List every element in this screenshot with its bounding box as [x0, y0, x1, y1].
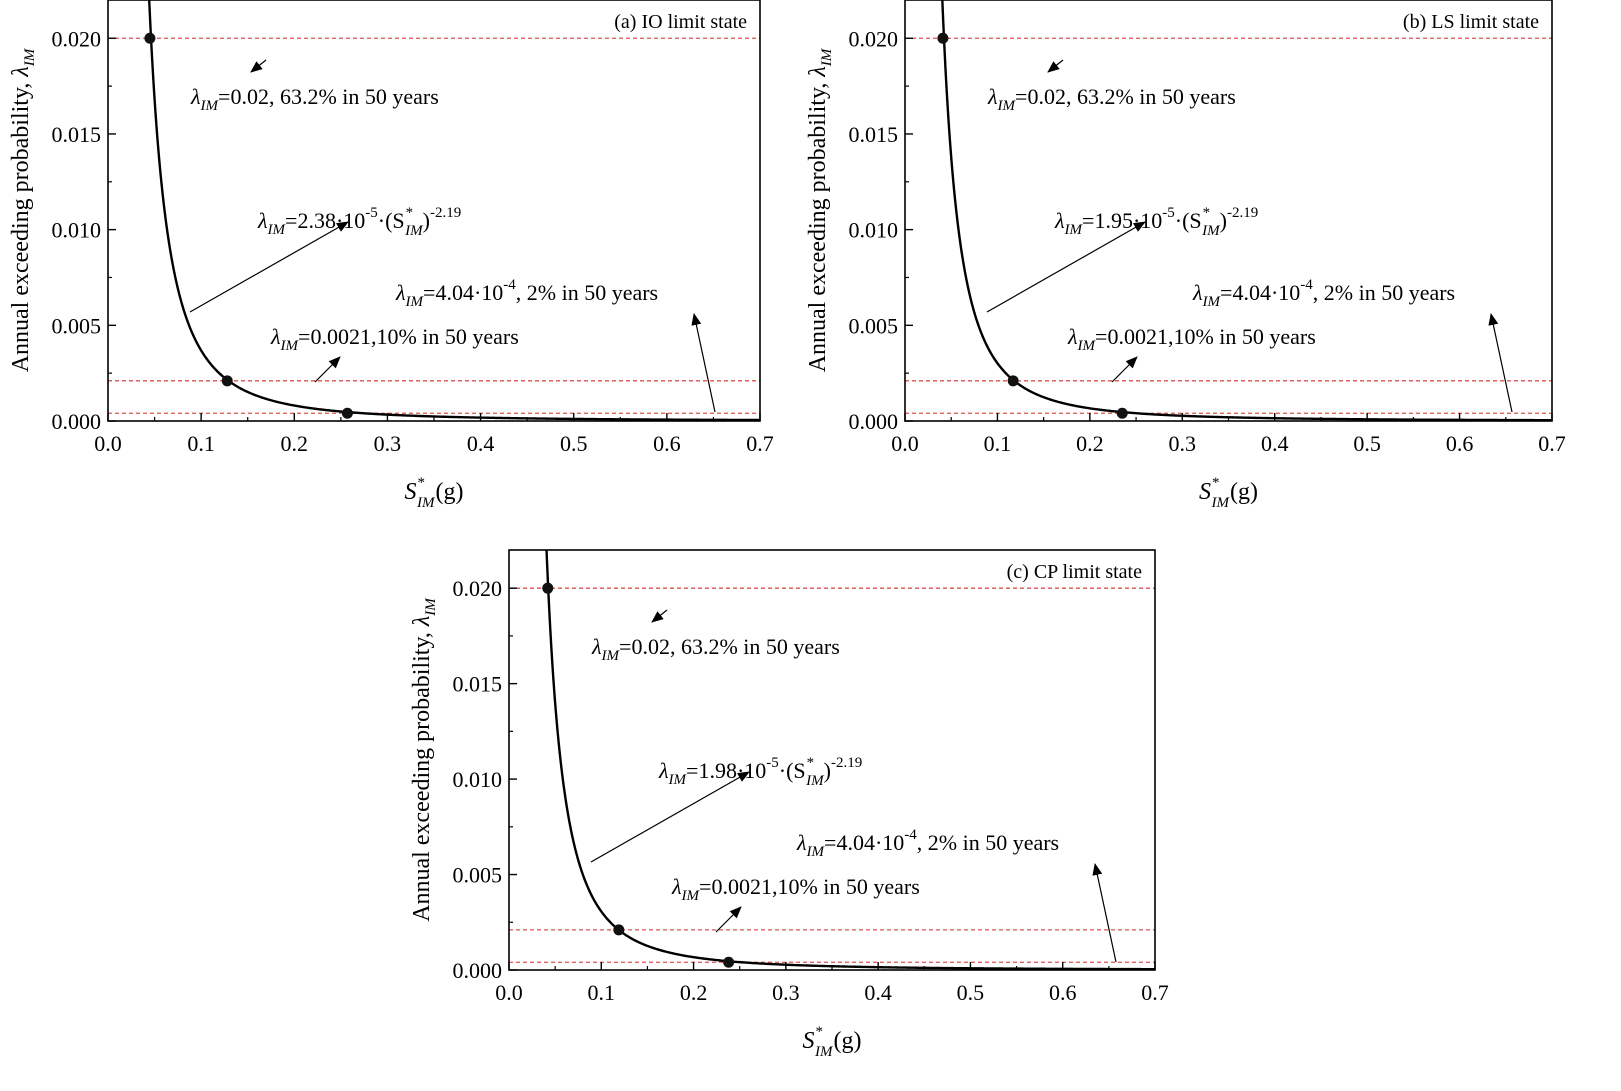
x-tick-label: 0.2: [1076, 431, 1104, 456]
annotation-arrow: [1092, 863, 1117, 963]
hazard-curve: [941, 0, 1552, 421]
y-tick-label: 0.000: [52, 409, 102, 434]
y-tick-label: 0.010: [849, 218, 899, 243]
annotation-0-02: λIM=0.02, 63.2% in 50 years: [987, 84, 1236, 114]
y-tick-label: 0.015: [52, 122, 102, 147]
x-tick-label: 0.1: [187, 431, 215, 456]
y-tick-label: 0.020: [453, 576, 503, 601]
x-tick-label: 0.3: [374, 431, 402, 456]
x-tick-label: 0.7: [1141, 980, 1169, 1005]
hazard-curve: [545, 550, 1155, 970]
annotation-arrow: [691, 313, 716, 413]
y-tick-label: 0.000: [849, 409, 899, 434]
annotation-0-0021: λIM=0.0021,10% in 50 years: [671, 874, 920, 904]
annotation-arrow: [651, 609, 668, 623]
annotation-arrow: [314, 356, 341, 383]
data-point: [1007, 375, 1019, 387]
y-axis-title: Annual exceeding probability, λIM: [8, 47, 38, 372]
x-tick-label: 0.6: [653, 431, 681, 456]
x-tick-label: 0.5: [560, 431, 588, 456]
data-point: [221, 375, 233, 387]
chart-panel-1: 0.0 0.1 0.2 0.3 0.4 0.5 0.6 0.7 0.000 0.005 0.010 0…: [8, 0, 774, 511]
annotation-4-04e-4: λIM=4.04·10-4, 2% in 50 years: [796, 827, 1059, 860]
y-tick-label: 0.010: [52, 218, 102, 243]
y-tick-label: 0.020: [849, 26, 899, 51]
x-tick-label: 0.0: [94, 431, 122, 456]
x-tick-label: 0.7: [746, 431, 774, 456]
panel-label: (c) CP limit state: [1007, 561, 1142, 583]
x-tick-label: 0.3: [772, 980, 800, 1005]
annotation-0-0021: λIM=0.0021,10% in 50 years: [1067, 324, 1316, 354]
x-axis-title: S* IM(g): [405, 475, 464, 511]
x-axis-title: S* IM(g): [803, 1024, 862, 1060]
panel-label: (b) LS limit state: [1403, 11, 1539, 33]
chart-panel-2: 0.0 0.1 0.2 0.3 0.4 0.5 0.6 0.7 0.000 0.005 0.010 0…: [805, 0, 1566, 511]
annotation-arrow: [189, 221, 349, 313]
data-point: [144, 32, 156, 44]
annotation-arrow: [250, 59, 267, 73]
data-point: [937, 32, 949, 44]
x-tick-label: 0.0: [495, 980, 523, 1005]
x-tick-label: 0.6: [1446, 431, 1474, 456]
annotation-equation: λIM=2.38·10-5·(S* IM)-2.19: [257, 205, 461, 239]
chart-panel-3: 0.0 0.1 0.2 0.3 0.4 0.5 0.6 0.7 0.000 0.005 0.010 0…: [409, 549, 1169, 1060]
data-point: [1116, 407, 1128, 419]
y-tick-label: 0.005: [453, 863, 503, 888]
y-axis-title: Annual exceeding probability, λIM: [805, 47, 835, 372]
data-point: [723, 956, 735, 968]
x-tick-label: 0.2: [680, 980, 708, 1005]
x-tick-label: 0.4: [1261, 431, 1289, 456]
x-tick-label: 0.0: [891, 431, 919, 456]
data-point: [542, 582, 554, 594]
y-tick-label: 0.005: [52, 313, 102, 338]
y-axis-title: Annual exceeding probability, λIM: [409, 597, 439, 922]
x-tick-label: 0.5: [957, 980, 985, 1005]
annotation-equation: λIM=1.95·10-5·(S* IM)-2.19: [1054, 205, 1258, 239]
data-point: [341, 407, 353, 419]
annotation-4-04e-4: λIM=4.04·10-4, 2% in 50 years: [1192, 277, 1455, 310]
annotation-arrow: [1047, 59, 1064, 73]
annotation-arrow: [1111, 356, 1138, 383]
data-point: [613, 924, 625, 936]
annotation-arrow: [986, 221, 1146, 313]
y-tick-label: 0.000: [453, 958, 503, 983]
x-tick-label: 0.4: [864, 980, 892, 1005]
annotation-0-0021: λIM=0.0021,10% in 50 years: [270, 324, 519, 354]
y-tick-label: 0.010: [453, 767, 503, 792]
x-tick-label: 0.4: [467, 431, 495, 456]
annotation-arrow: [1488, 313, 1513, 413]
panel-label: (a) IO limit state: [614, 11, 747, 33]
y-tick-label: 0.015: [453, 672, 503, 697]
annotation-4-04e-4: λIM=4.04·10-4, 2% in 50 years: [395, 277, 658, 310]
x-tick-label: 0.1: [588, 980, 616, 1005]
x-tick-label: 0.1: [984, 431, 1012, 456]
x-axis-title: S* IM(g): [1199, 475, 1258, 511]
x-tick-label: 0.2: [281, 431, 309, 456]
annotation-0-02: λIM=0.02, 63.2% in 50 years: [591, 634, 840, 664]
y-tick-label: 0.020: [52, 26, 102, 51]
x-tick-label: 0.7: [1538, 431, 1566, 456]
y-tick-label: 0.015: [849, 122, 899, 147]
y-tick-label: 0.005: [849, 313, 899, 338]
x-tick-label: 0.5: [1353, 431, 1381, 456]
annotation-0-02: λIM=0.02, 63.2% in 50 years: [190, 84, 439, 114]
x-tick-label: 0.6: [1049, 980, 1077, 1005]
annotation-arrow: [590, 771, 750, 863]
annotation-arrow: [715, 906, 742, 933]
annotation-equation: λIM=1.98·10-5·(S* IM)-2.19: [658, 755, 862, 789]
x-tick-label: 0.3: [1169, 431, 1197, 456]
